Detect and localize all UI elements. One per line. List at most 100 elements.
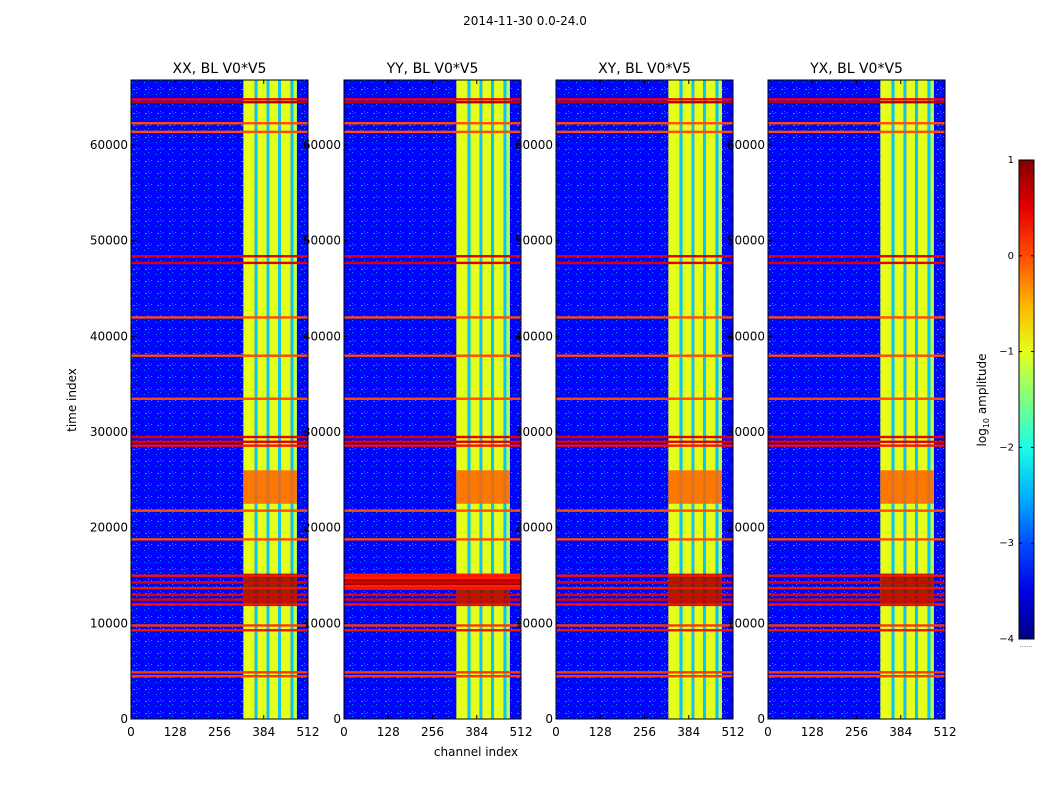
y-tick-label: 60000 <box>515 138 553 152</box>
y-tick-label: 20000 <box>515 521 553 535</box>
y-tick-label: 30000 <box>727 425 765 439</box>
rfi-time-line <box>556 130 733 134</box>
rfi-time-line <box>344 586 521 590</box>
y-tick-label: 40000 <box>90 329 128 343</box>
rfi-time-line <box>344 598 521 601</box>
x-tick-label: 384 <box>889 725 912 739</box>
heatmap-panel-4: YX, BL V0*V5 0 128 256 384 512 0 10000 20000 3000… <box>727 61 957 739</box>
rfi-time-line <box>768 261 945 265</box>
bright-time-band <box>880 573 934 607</box>
colorbar-label: log10 amplitude <box>975 354 991 447</box>
y-tick-label: 60000 <box>727 138 765 152</box>
rfi-time-line <box>131 444 308 447</box>
rfi-time-line <box>344 397 521 400</box>
rfi-time-line <box>131 101 308 104</box>
rfi-time-line <box>131 581 308 584</box>
rfi-time-line <box>131 603 308 606</box>
rfi-time-line <box>768 538 945 541</box>
y-tick-label: 50000 <box>90 234 128 248</box>
rfi-time-line <box>344 538 521 541</box>
rfi-time-line <box>344 624 521 627</box>
rfi-time-line <box>556 674 733 678</box>
rfi-time-line <box>556 397 733 400</box>
rfi-time-line <box>344 98 521 101</box>
rfi-time-line <box>131 538 308 541</box>
colorbar <box>1018 159 1035 640</box>
colorbar-tick-label: −2 <box>999 442 1014 453</box>
heatmap-panel-2: YY, BL V0*V5 0 128 256 384 512 0 10000 20000 3000… <box>303 61 533 739</box>
x-tick-label: 512 <box>510 725 533 739</box>
x-tick-label: 384 <box>465 725 488 739</box>
rfi-time-line <box>131 509 308 512</box>
rfi-time-line <box>131 671 308 674</box>
rfi-time-line <box>768 354 945 357</box>
y-tick-label: 40000 <box>515 329 553 343</box>
rfi-time-line <box>131 598 308 601</box>
rfi-time-line <box>344 581 521 584</box>
y-tick-label: 10000 <box>727 616 765 630</box>
rfi-time-line <box>768 440 945 443</box>
bright-time-band <box>668 470 722 504</box>
rfi-time-line <box>768 98 945 101</box>
y-tick-label: 20000 <box>303 521 341 535</box>
rfi-time-line <box>131 435 308 439</box>
panel-title: YX, BL V0*V5 <box>809 61 903 77</box>
rfi-time-line <box>556 316 733 319</box>
rfi-time-line <box>768 674 945 678</box>
rfi-time-line <box>344 603 521 606</box>
rfi-time-line <box>344 509 521 512</box>
rfi-time-line <box>556 586 733 590</box>
rfi-time-line <box>556 261 733 265</box>
rfi-time-line <box>556 671 733 674</box>
rfi-time-line <box>556 444 733 447</box>
rfi-time-line <box>344 122 521 125</box>
rfi-time-line <box>131 397 308 400</box>
colorbar-tick-label: −4 <box>999 634 1014 645</box>
rfi-time-line <box>131 574 308 577</box>
rfi-time-line <box>131 261 308 265</box>
y-tick-label: 10000 <box>303 616 341 630</box>
colorbar-footer: ...... <box>1019 641 1032 649</box>
rfi-time-line <box>131 674 308 678</box>
rfi-time-line <box>344 440 521 443</box>
rfi-time-line <box>556 354 733 357</box>
rfi-time-line <box>768 130 945 134</box>
rfi-time-line <box>344 261 521 265</box>
rfi-time-line <box>556 101 733 104</box>
x-tick-label: 128 <box>801 725 824 739</box>
bright-time-band <box>243 470 297 504</box>
rfi-time-line <box>768 255 945 258</box>
rfi-time-line <box>556 574 733 577</box>
panel-title: XX, BL V0*V5 <box>173 61 267 77</box>
rfi-time-line <box>768 586 945 590</box>
rfi-time-line <box>131 440 308 443</box>
x-tick-label: 384 <box>677 725 700 739</box>
rfi-time-line <box>131 586 308 590</box>
x-tick-label: 512 <box>297 725 320 739</box>
colorbar-tick-label: −1 <box>999 347 1014 358</box>
rfi-time-line <box>131 316 308 319</box>
y-tick-label: 0 <box>757 712 765 726</box>
rfi-time-line <box>768 101 945 104</box>
bright-time-band <box>243 573 297 607</box>
bright-time-band <box>668 573 722 607</box>
rfi-time-line <box>344 316 521 319</box>
rfi-time-line <box>556 440 733 443</box>
rfi-time-line <box>768 593 945 597</box>
y-tick-label: 10000 <box>90 616 128 630</box>
panel-title: YY, BL V0*V5 <box>386 61 479 77</box>
x-tick-label: 384 <box>252 725 275 739</box>
rfi-time-line <box>768 574 945 577</box>
rfi-time-line <box>556 593 733 597</box>
rfi-time-line <box>556 624 733 627</box>
rfi-time-line <box>768 316 945 319</box>
rfi-time-line <box>344 444 521 447</box>
y-tick-label: 60000 <box>303 138 341 152</box>
rfi-time-line <box>344 255 521 258</box>
x-tick-label: 0 <box>340 725 348 739</box>
x-tick-label: 256 <box>845 725 868 739</box>
rfi-time-line <box>556 538 733 541</box>
rfi-time-line <box>131 130 308 134</box>
rfi-time-line <box>344 671 521 674</box>
rfi-time-line <box>768 671 945 674</box>
